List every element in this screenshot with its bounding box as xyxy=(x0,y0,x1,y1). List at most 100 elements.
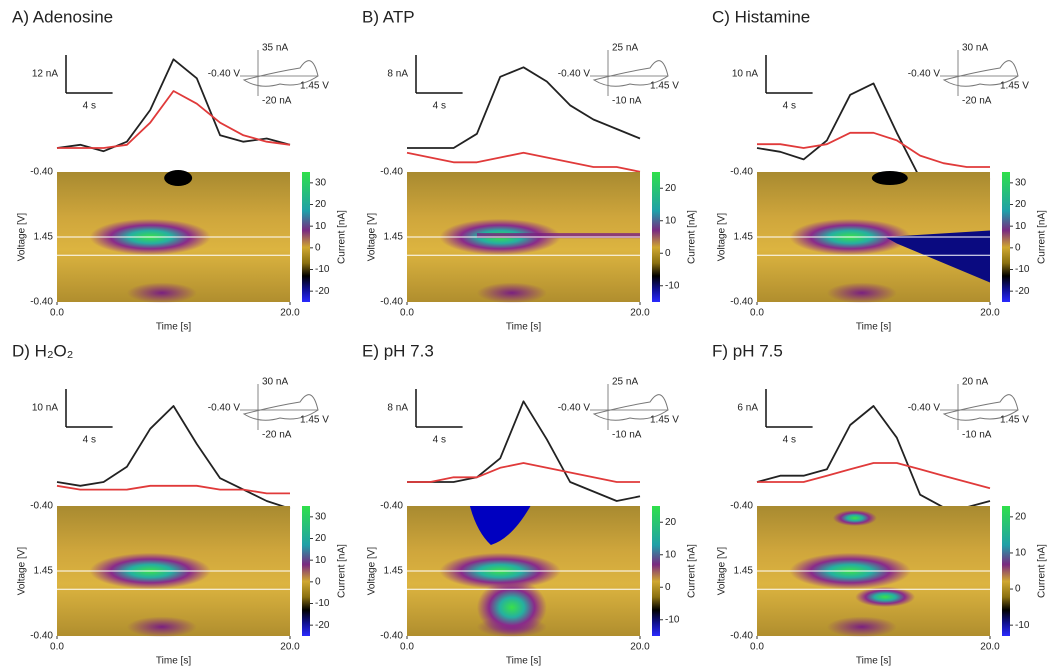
y-tick-label: 1.45 xyxy=(734,232,754,243)
colorbar-label: Current [nA] xyxy=(687,210,698,264)
color-patch xyxy=(855,587,916,607)
colorbar-tick-label: 10 xyxy=(315,555,327,566)
cv-loop xyxy=(592,394,669,421)
cv-label: 1.45 V xyxy=(650,81,679,92)
cv-label: 25 nA xyxy=(612,43,638,54)
x-tick-label: 20.0 xyxy=(980,642,1000,653)
cv-label: -0.40 V xyxy=(558,403,591,414)
x-axis-label: Time [s] xyxy=(156,322,191,333)
x-axis-label: Time [s] xyxy=(856,656,891,667)
y-tick-label: -0.40 xyxy=(380,501,403,512)
y-tick-label: 1.45 xyxy=(34,566,54,577)
y-tick-label: -0.40 xyxy=(730,501,753,512)
panel: A) Adenosine 12 nA 4 s 35 nA -20 nA -0.40 V 1.… xyxy=(12,7,348,332)
trace xyxy=(757,462,991,490)
trace xyxy=(757,131,990,168)
y-tick-label: -0.40 xyxy=(730,167,753,178)
color-patch xyxy=(885,230,990,283)
trace xyxy=(756,405,991,509)
colorbar-tick-label: 20 xyxy=(1015,511,1027,522)
scale-label-current: 8 nA xyxy=(387,69,408,80)
y-tick-label: -0.40 xyxy=(380,167,403,178)
y-tick-label: -0.40 xyxy=(380,297,403,308)
cv-loop xyxy=(592,60,669,87)
y-axis-label: Voltage [V] xyxy=(367,213,378,262)
colorbar-label: Current [nA] xyxy=(687,544,698,598)
y-axis-label: Voltage [V] xyxy=(717,547,728,596)
color-patch xyxy=(469,506,531,545)
y-axis-label: Voltage [V] xyxy=(367,547,378,596)
colorbar-tick-label: 30 xyxy=(1015,177,1027,188)
trace xyxy=(406,151,641,173)
x-axis-label: Time [s] xyxy=(156,656,191,667)
cv-label: -0.40 V xyxy=(908,403,941,414)
colorbar-tick-label: -10 xyxy=(1015,264,1030,275)
panel: B) ATP 8 nA 4 s 25 nA -10 nA -0.40 V 1.45 V -0.… xyxy=(362,7,698,332)
colorbar-tick-label: 20 xyxy=(665,183,677,194)
cv-label: 20 nA xyxy=(962,377,988,388)
scale-label-time: 4 s xyxy=(83,101,96,112)
colorbar-tick-label: 30 xyxy=(315,511,327,522)
colorbar-tick-label: 10 xyxy=(1015,221,1027,232)
cv-label: 30 nA xyxy=(262,377,288,388)
colorbar-tick-label: 10 xyxy=(315,221,327,232)
panel-title: D) H₂O₂ xyxy=(12,341,73,360)
color-patch xyxy=(126,616,197,638)
y-axis-label: Voltage [V] xyxy=(717,213,728,262)
cv-label: 1.45 V xyxy=(650,415,679,426)
colorbar-tick-label: 20 xyxy=(665,517,677,528)
y-tick-label: -0.40 xyxy=(730,631,753,642)
scale-label-time: 4 s xyxy=(83,435,96,446)
scale-label-time: 4 s xyxy=(433,435,446,446)
x-tick-label: 0.0 xyxy=(50,308,64,319)
cv-label: 25 nA xyxy=(612,377,638,388)
panel: E) pH 7.3 8 nA 4 s 25 nA -10 nA -0.40 V 1.45 V… xyxy=(362,341,698,666)
trace xyxy=(407,400,641,502)
y-tick-label: -0.40 xyxy=(30,167,53,178)
cv-label: 1.45 V xyxy=(300,415,329,426)
y-axis-label: Voltage [V] xyxy=(17,213,28,262)
scale-label-current: 10 nA xyxy=(32,403,58,414)
cv-label: -0.40 V xyxy=(208,403,241,414)
scale-label-time: 4 s xyxy=(783,435,796,446)
cv-label: 30 nA xyxy=(962,43,988,54)
colorbar-tick-label: 10 xyxy=(665,549,677,560)
cv-label: 1.45 V xyxy=(1000,81,1029,92)
colorbar-tick-label: -20 xyxy=(315,286,330,297)
colorbar-tick-label: -10 xyxy=(1015,620,1030,631)
panel-title: A) Adenosine xyxy=(12,7,113,26)
y-tick-label: -0.40 xyxy=(30,297,53,308)
colorbar-tick-label: 20 xyxy=(315,533,327,544)
y-tick-label: -0.40 xyxy=(380,631,403,642)
colorbar-tick-label: -20 xyxy=(1015,286,1030,297)
y-tick-label: 1.45 xyxy=(34,232,54,243)
x-axis-label: Time [s] xyxy=(506,656,541,667)
x-tick-label: 0.0 xyxy=(50,642,64,653)
cv-label: 35 nA xyxy=(262,43,288,54)
color-patch xyxy=(826,282,897,304)
x-tick-label: 20.0 xyxy=(630,308,650,319)
cv-label: -0.40 V xyxy=(558,69,591,80)
scale-label-time: 4 s xyxy=(433,101,446,112)
colorbar-tick-label: -10 xyxy=(315,264,330,275)
color-patch xyxy=(871,171,908,185)
trace xyxy=(407,66,641,149)
colorbar-label: Current [nA] xyxy=(1037,544,1048,598)
color-patch xyxy=(126,282,197,304)
scale-label-current: 6 nA xyxy=(737,403,758,414)
y-tick-label: -0.40 xyxy=(30,631,53,642)
y-tick-label: 1.45 xyxy=(384,566,404,577)
cv-label: -20 nA xyxy=(962,96,992,107)
colorbar xyxy=(652,172,660,302)
scale-label-current: 10 nA xyxy=(732,69,758,80)
colorbar-tick-label: -20 xyxy=(315,620,330,631)
x-tick-label: 0.0 xyxy=(400,308,414,319)
colorbar-tick-label: 0 xyxy=(665,248,671,259)
scale-label-time: 4 s xyxy=(783,101,796,112)
cv-label: 1.45 V xyxy=(300,81,329,92)
colorbar xyxy=(652,506,660,636)
colorbar xyxy=(302,172,310,302)
color-patch xyxy=(826,616,897,638)
colorbar xyxy=(1002,172,1010,302)
x-tick-label: 20.0 xyxy=(280,308,300,319)
